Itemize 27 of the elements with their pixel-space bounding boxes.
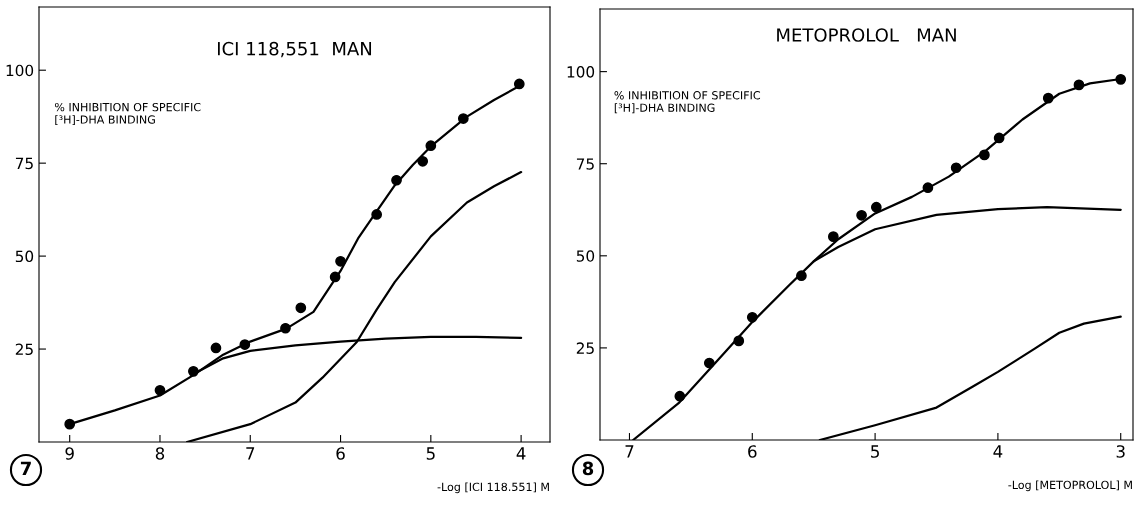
x-tick-label: 7 [625,445,634,458]
x-tick-label: 4 [516,447,526,460]
y-tick-label: 50 [15,250,34,263]
y-tick-label: 75 [15,157,33,170]
y-axis-title: % INHIBITION OF SPECIFIC [³H]-DHA BINDING [54,102,201,126]
x-tick-label: 4 [993,445,1003,458]
x-tick-label: 9 [65,447,74,460]
x-tick-label: 8 [155,447,165,460]
y-tick-label: 100 [6,64,34,77]
x-tick-label: 6 [336,447,345,460]
text: 8 [582,461,594,476]
x-tick-label: 3 [1116,445,1125,458]
x-tick-label: 6 [748,445,757,458]
text: METOPROLOL MAN [777,28,956,42]
x-tick-label: 7 [246,447,255,460]
y-tick-label: 75 [576,158,594,170]
x-axis-title: -Log [METOPROLOL] M [1008,480,1132,492]
y-tick-label: 25 [576,342,594,354]
text: ICI 118,551 MAN [217,41,372,58]
y-tick-label: 50 [576,250,595,262]
y-axis-title: % INHIBITION OF SPECIFIC [³H]-DHA BINDING [614,91,761,114]
x-tick-label: 5 [871,445,879,458]
y-tick-label: 25 [15,343,33,356]
x-tick-label: 5 [426,447,435,460]
x-axis-title: -Log [ICI 118.551] M [437,482,549,494]
text: 7 [20,461,31,475]
y-tick-label: 100 [567,66,595,78]
